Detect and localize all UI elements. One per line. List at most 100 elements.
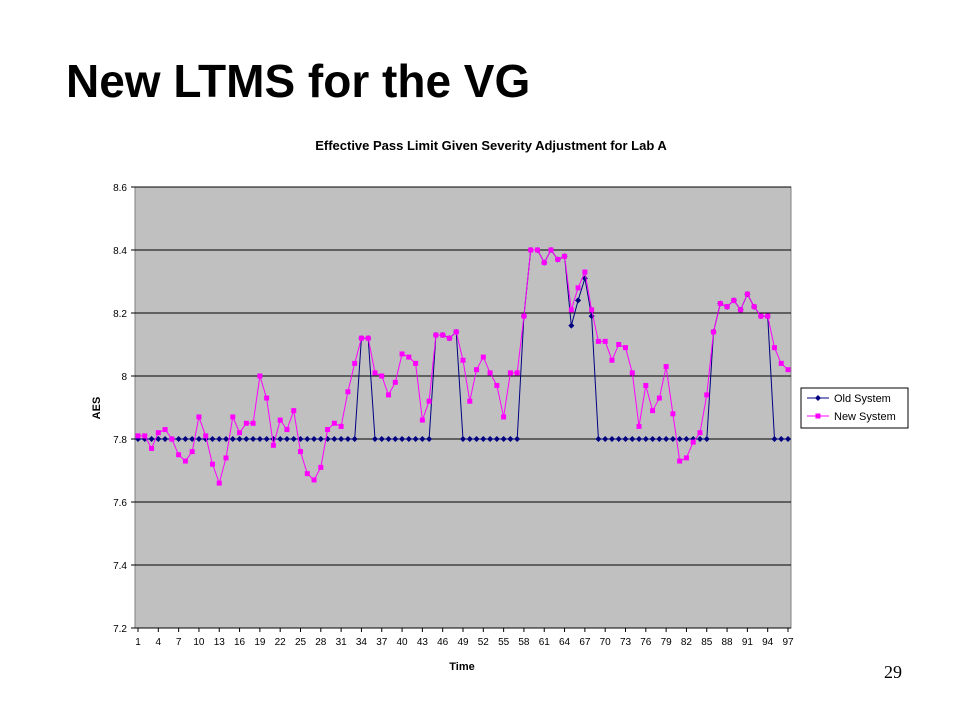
- data-point: [738, 307, 744, 313]
- data-point: [203, 433, 209, 439]
- data-point: [663, 364, 669, 370]
- data-point: [453, 329, 459, 335]
- data-point: [270, 442, 276, 448]
- data-point: [650, 408, 656, 414]
- data-point: [148, 436, 155, 442]
- x-tick-label: 46: [437, 637, 449, 648]
- data-point: [690, 439, 696, 445]
- x-tick-label: 64: [559, 637, 571, 648]
- data-point: [237, 430, 243, 436]
- data-point: [277, 417, 283, 423]
- data-point: [595, 338, 601, 344]
- data-point: [474, 367, 480, 373]
- x-tick-label: 40: [397, 637, 409, 648]
- x-tick-label: 91: [742, 637, 754, 648]
- data-point: [311, 477, 317, 483]
- legend: Old System New System: [800, 387, 909, 429]
- data-point: [446, 335, 452, 341]
- data-point: [250, 436, 257, 442]
- data-point: [209, 461, 215, 467]
- data-point: [473, 436, 480, 442]
- data-point: [785, 436, 791, 442]
- data-point: [622, 436, 629, 442]
- data-point: [392, 379, 398, 385]
- data-point: [318, 464, 324, 470]
- data-point: [256, 436, 263, 442]
- legend-label: Old System: [834, 393, 891, 405]
- data-point: [189, 436, 196, 442]
- x-tick-label: 67: [579, 637, 591, 648]
- y-tick-label: 7.4: [113, 561, 127, 572]
- data-point: [501, 414, 507, 420]
- slide-number: 29: [884, 662, 902, 682]
- data-point: [230, 414, 236, 420]
- data-point: [392, 436, 399, 442]
- x-tick-label: 25: [295, 637, 307, 648]
- data-point: [642, 436, 649, 442]
- data-point: [696, 436, 703, 442]
- y-tick-label: 8: [121, 372, 127, 383]
- data-point: [608, 436, 615, 442]
- data-point: [785, 367, 791, 373]
- x-tick-label: 58: [518, 637, 530, 648]
- data-point: [351, 436, 358, 442]
- data-point: [629, 370, 635, 376]
- data-point: [223, 436, 230, 442]
- data-point: [616, 342, 622, 347]
- data-point: [500, 436, 507, 442]
- x-axis-label: Time: [449, 661, 474, 673]
- data-point: [507, 370, 513, 376]
- data-point: [236, 436, 243, 442]
- x-tick-label: 4: [156, 637, 162, 648]
- data-point: [717, 301, 723, 307]
- x-tick-label: 43: [417, 637, 429, 648]
- data-point: [345, 389, 351, 395]
- data-point: [778, 360, 784, 366]
- data-point: [263, 436, 270, 442]
- data-point: [744, 291, 750, 297]
- data-point: [182, 458, 188, 464]
- y-tick-label: 8.2: [113, 309, 127, 320]
- data-point: [778, 436, 785, 442]
- x-tick-label: 34: [356, 637, 368, 648]
- data-point: [426, 398, 432, 404]
- x-tick-label: 37: [376, 637, 388, 648]
- data-point: [663, 436, 670, 442]
- data-point: [771, 436, 778, 442]
- y-tick-label: 8.6: [113, 183, 127, 194]
- x-tick-label: 31: [336, 637, 348, 648]
- data-point: [548, 247, 554, 253]
- data-point: [176, 452, 182, 458]
- data-point: [338, 436, 345, 442]
- x-tick-label: 10: [193, 637, 205, 648]
- series-group: [135, 247, 791, 486]
- data-point: [466, 436, 473, 442]
- data-point: [649, 436, 656, 442]
- data-point: [372, 370, 378, 376]
- data-point: [298, 449, 303, 455]
- data-point: [257, 373, 263, 379]
- data-point: [386, 392, 392, 398]
- data-point: [290, 436, 297, 442]
- x-tick-label: 22: [275, 637, 287, 648]
- x-tick-label: 28: [315, 637, 327, 648]
- data-point: [264, 395, 270, 401]
- data-point: [602, 338, 608, 344]
- data-point: [703, 436, 710, 442]
- data-point: [311, 436, 318, 442]
- data-point: [209, 436, 216, 442]
- data-point: [555, 256, 561, 262]
- x-tick-label: 88: [722, 637, 734, 648]
- data-point: [142, 433, 148, 439]
- data-point: [352, 360, 358, 366]
- data-point: [704, 392, 710, 398]
- y-tick-label: 7.8: [113, 435, 127, 446]
- series-1: [135, 247, 791, 486]
- data-point: [480, 354, 486, 360]
- data-point: [467, 398, 473, 404]
- data-point: [419, 417, 425, 423]
- legend-marker: [815, 413, 821, 419]
- y-axis-label: AES: [91, 397, 103, 420]
- data-point: [670, 411, 676, 417]
- data-point: [433, 332, 439, 338]
